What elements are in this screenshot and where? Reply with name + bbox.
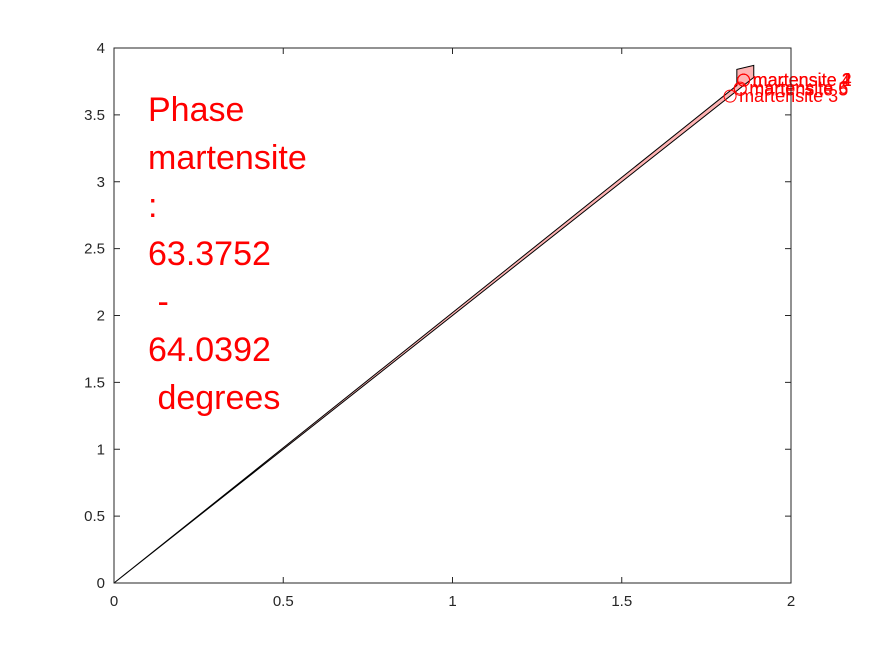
shaded-region (113, 64, 755, 584)
y-tick-label: 4 (97, 40, 105, 57)
axes-layer: 0 0.5 1 1.5 2 0 0.5 1 1.5 2 2.5 3 3.5 4 (84, 40, 795, 610)
x-tick-label: 2 (787, 593, 795, 610)
y-tick-label: 1.5 (84, 374, 105, 391)
x-tick-label: 1 (448, 593, 456, 610)
point-marker (737, 73, 751, 87)
annotation-line: degrees (148, 379, 280, 417)
y-tick-label: 2.5 (84, 241, 105, 258)
annotation-line: martensite (148, 139, 307, 177)
annotation-line: - (148, 283, 169, 321)
annotation-line: 64.0392 (148, 331, 271, 369)
point-label: martensite 5 (749, 79, 848, 99)
shaded-region-layer (113, 64, 755, 584)
point-label: martensite 2 (753, 70, 852, 90)
x-tick-label: 0.5 (273, 593, 294, 610)
phase-annotation: Phase martensite: 63.3752 - 64.0392 degrees (148, 91, 307, 417)
y-tick-label: 0.5 (84, 508, 105, 525)
x-tick-label: 1.5 (611, 593, 632, 610)
y-tick-label: 1 (97, 441, 105, 458)
y-tick-label: 3 (97, 174, 105, 191)
annotation-line: : (148, 187, 157, 225)
x-tick-label: 0 (110, 593, 118, 610)
annotation-line: Phase (148, 91, 244, 129)
y-tick-label: 2 (97, 308, 105, 325)
point-label: martensite 1 (753, 70, 852, 90)
point-label: martensite 4 (753, 70, 852, 90)
y-tick-label: 3.5 (84, 107, 105, 124)
annotation-line: 63.3752 (148, 235, 271, 273)
point-marker (723, 89, 737, 103)
point-label: martensite 6 (749, 78, 848, 98)
y-tick-label: 0 (97, 575, 105, 592)
point-label: martensite 3 (739, 86, 838, 106)
point-marker (733, 81, 747, 95)
